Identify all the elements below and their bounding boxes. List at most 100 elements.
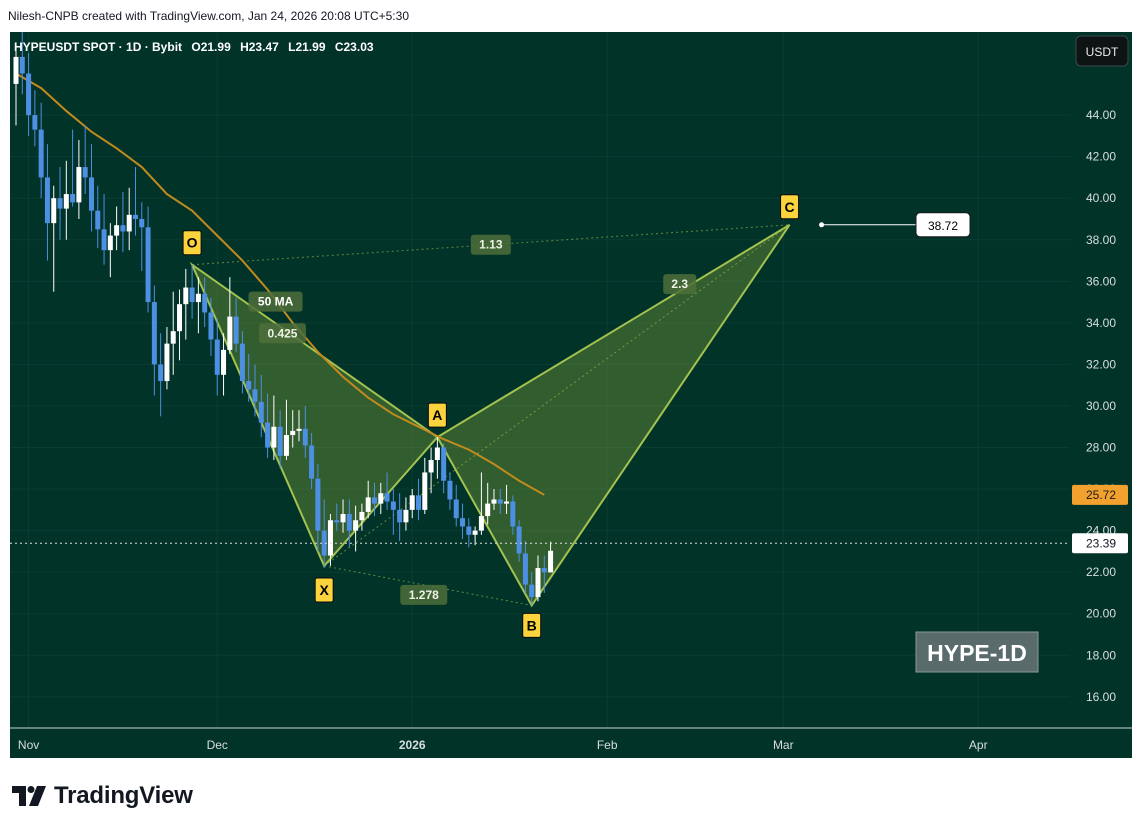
candle-body <box>327 520 333 556</box>
x-axis[interactable]: Nov Dec 2026 Feb Mar Apr <box>10 727 1132 752</box>
candle-body <box>195 293 201 303</box>
candle <box>428 447 434 494</box>
y-tick-label: 42.00 <box>1086 150 1116 164</box>
candle <box>416 478 422 521</box>
candle-body <box>321 530 327 556</box>
candle-body <box>485 503 491 517</box>
candle-body <box>183 287 189 305</box>
candle-body <box>315 478 321 531</box>
candle <box>271 395 277 460</box>
candle-body <box>145 227 151 303</box>
candle <box>460 503 466 539</box>
y-tick-label: 34.00 <box>1086 316 1116 330</box>
candle <box>227 277 233 355</box>
candle-body <box>472 530 478 535</box>
candle-body <box>246 381 252 390</box>
candle <box>132 167 138 236</box>
pattern-point-x[interactable]: X <box>314 577 334 603</box>
candle <box>497 489 503 515</box>
candle-body <box>57 198 63 209</box>
candle-body <box>38 129 44 178</box>
candle <box>114 206 120 251</box>
candle <box>101 194 107 265</box>
candle-body <box>403 509 409 523</box>
candle <box>277 410 283 469</box>
candle-body <box>302 428 308 446</box>
candle-body <box>346 514 352 531</box>
candle-body <box>19 56 25 74</box>
candle-body <box>466 526 472 535</box>
candle <box>296 410 302 442</box>
candlestick-chart[interactable]: O X A B C 0.425 1.278 2.3 1.13 50 MA 38.72 16.00 18… <box>10 32 1132 758</box>
currency-label: USDT <box>1086 45 1119 59</box>
candle-body <box>453 499 459 519</box>
close-value: C23.03 <box>335 40 374 54</box>
candle-body <box>334 520 340 523</box>
creator-line: Nilesh-CNPB created with TradingView.com… <box>8 9 409 23</box>
top-header: Nilesh-CNPB created with TradingView.com… <box>0 0 1143 32</box>
candle-body <box>296 428 302 431</box>
x-tick-label: Mar <box>773 738 794 752</box>
candle <box>548 541 554 573</box>
candle <box>491 489 497 510</box>
candle <box>195 277 201 334</box>
candle <box>246 354 252 402</box>
candle <box>397 493 403 542</box>
candle-body <box>151 302 157 365</box>
candle <box>434 437 440 479</box>
candle-body <box>170 331 176 344</box>
candle <box>384 472 390 510</box>
candle-body <box>271 426 277 448</box>
candle <box>233 297 239 352</box>
candle-body <box>239 343 245 382</box>
y-axis[interactable]: 16.0018.0020.0022.0024.0026.0028.0030.00… <box>1070 32 1132 758</box>
candle-body <box>384 493 390 502</box>
candle-body <box>32 115 38 130</box>
candle-body <box>70 194 76 203</box>
y-axis-panel[interactable] <box>1070 32 1132 758</box>
pattern-point-c[interactable]: C <box>780 194 800 220</box>
symbol-info: HYPEUSDT SPOT · 1D · Bybit O21.99 H23.47… <box>14 40 374 54</box>
candle-body <box>497 499 503 504</box>
candle-body <box>283 435 289 456</box>
candle <box>321 499 327 569</box>
candle <box>510 495 516 535</box>
y-tick-label: 30.00 <box>1086 399 1116 413</box>
candle-body <box>177 304 183 332</box>
candle <box>378 482 384 515</box>
candle-body <box>252 389 258 402</box>
candle-body <box>13 56 19 84</box>
ratio-value: 2.3 <box>671 277 688 291</box>
candle <box>63 160 69 240</box>
candle <box>82 125 88 195</box>
candle-body <box>390 501 396 510</box>
pattern-triangle <box>436 223 791 608</box>
candle <box>516 520 522 562</box>
candle <box>214 318 220 396</box>
candle <box>57 167 63 240</box>
pattern-point-b[interactable]: B <box>522 612 542 638</box>
pattern-point-label: O <box>187 235 198 251</box>
ratio-label: 1.13 <box>470 234 511 255</box>
candle-body <box>233 316 239 344</box>
candle-body <box>409 495 415 510</box>
candle <box>265 393 271 458</box>
tradingview-logo[interactable]: TradingView <box>12 782 193 810</box>
candle-body <box>63 194 69 209</box>
candle-body <box>51 198 57 224</box>
pattern-point-label: A <box>432 407 442 423</box>
harmonic-pattern <box>189 223 791 608</box>
chart-area[interactable]: O X A B C 0.425 1.278 2.3 1.13 50 MA 38.72 16.00 18… <box>10 32 1132 758</box>
pattern-point-a[interactable]: A <box>427 402 447 428</box>
currency-button[interactable]: USDT <box>1075 35 1129 67</box>
candle-body <box>158 364 164 382</box>
candle <box>529 572 535 606</box>
candle <box>522 541 528 593</box>
candle <box>13 42 19 126</box>
pattern-point-o[interactable]: O <box>182 230 202 256</box>
pattern-ratio-line <box>323 224 790 567</box>
ma-label-text: 50 MA <box>258 295 294 309</box>
candle <box>327 514 333 566</box>
ratio-value: 1.13 <box>479 238 503 252</box>
candle-body <box>309 445 315 479</box>
